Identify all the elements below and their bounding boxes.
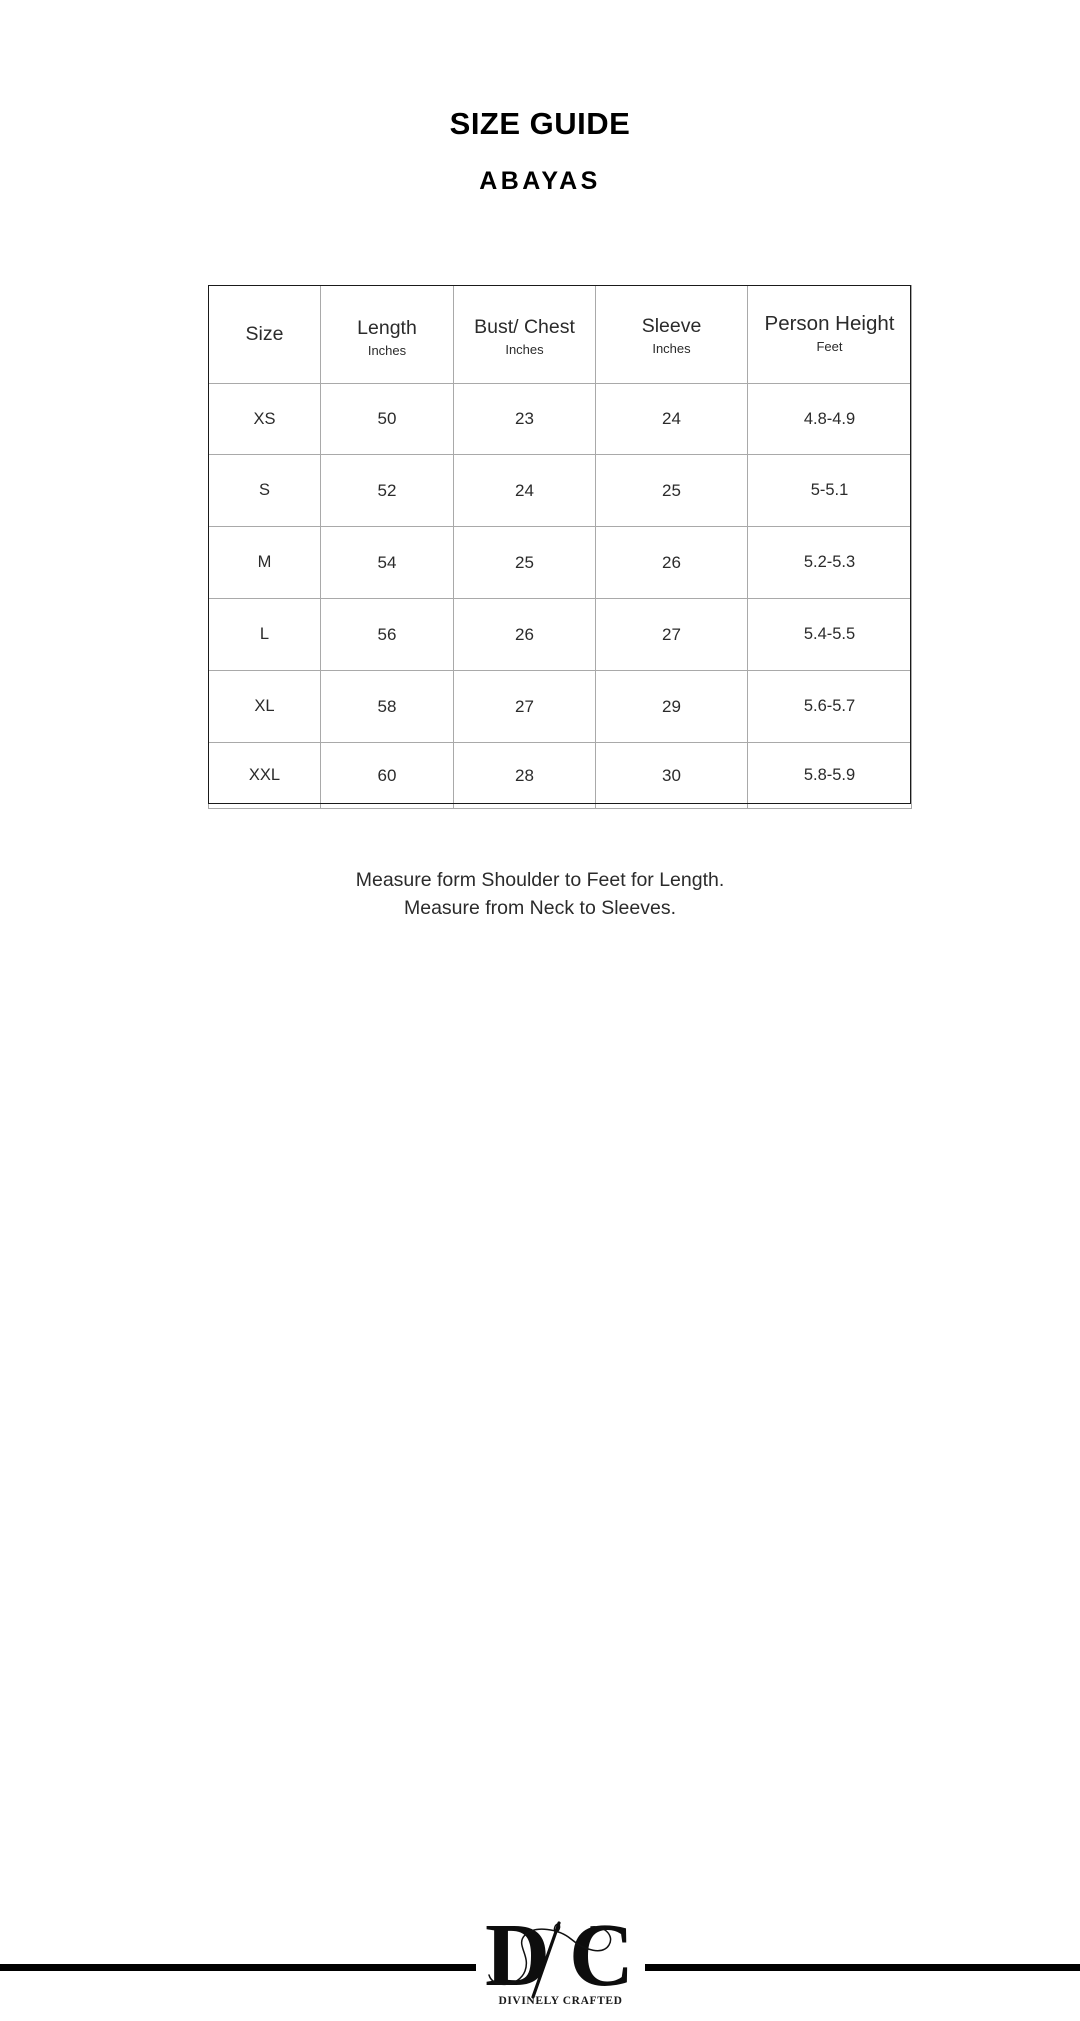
cell-length: 56 — [320, 598, 454, 671]
column-header-person-height-label: Person Height — [764, 311, 895, 335]
column-header-length-unit: Inches — [367, 342, 407, 358]
divider-line-left — [0, 1964, 476, 1971]
column-header-sleeve: Sleeve Inches — [595, 285, 748, 384]
cell-bust: 27 — [453, 670, 596, 743]
cell-sleeve: 24 — [595, 383, 748, 455]
cell-bust: 26 — [453, 598, 596, 671]
cell-bust: 23 — [453, 383, 596, 455]
cell-bust: 25 — [453, 526, 596, 599]
cell-size: L — [208, 598, 321, 671]
cell-height: 4.8-4.9 — [747, 383, 912, 455]
table-row: L 56 26 27 5.4-5.5 — [208, 598, 912, 671]
table-row: M 54 25 26 5.2-5.3 — [208, 526, 912, 599]
column-header-person-height-unit: Feet — [816, 338, 843, 354]
page-subtitle: ABAYAS — [479, 167, 601, 195]
column-header-bust: Bust/ Chest Inches — [453, 285, 596, 384]
cell-bust: 24 — [453, 454, 596, 527]
table-row: XS 50 23 24 4.8-4.9 — [208, 383, 912, 455]
column-header-length: Length Inches — [320, 285, 454, 384]
table-body: XS 50 23 24 4.8-4.9 S 52 24 25 5-5.1 M 5… — [208, 383, 912, 809]
cell-length: 54 — [320, 526, 454, 599]
cell-size: XS — [208, 383, 321, 455]
cell-length: 52 — [320, 454, 454, 527]
measurement-note-line-1: Measure form Shoulder to Feet for Length… — [355, 869, 725, 891]
cell-height: 5.6-5.7 — [747, 670, 912, 743]
column-header-length-label: Length — [357, 316, 417, 339]
column-header-size-label: Size — [245, 323, 284, 345]
table-row: XXL 60 28 30 5.8-5.9 — [208, 742, 912, 809]
cell-length: 60 — [320, 742, 454, 809]
cell-height: 5-5.1 — [747, 454, 912, 527]
cell-sleeve: 30 — [595, 742, 748, 809]
divider-line-right — [645, 1964, 1080, 1971]
column-header-sleeve-unit: Inches — [652, 340, 691, 356]
cell-height: 5.8-5.9 — [747, 742, 912, 809]
column-header-bust-label: Bust/ Chest — [474, 315, 575, 338]
svg-text:D: D — [485, 1913, 550, 1999]
size-guide-table: Size Length Inches Bust/ Chest Inches Sl… — [208, 285, 912, 809]
measurement-notes: Measure form Shoulder to Feet for Length… — [0, 866, 1080, 923]
svg-text:C: C — [569, 1913, 634, 1999]
measurement-note-line-2: Measure from Neck to Sleeves. — [403, 897, 677, 920]
cell-size: M — [208, 526, 321, 599]
cell-size: XL — [208, 670, 321, 743]
page-title: SIZE GUIDE — [449, 106, 631, 141]
column-header-person-height: Person Height Feet — [747, 285, 912, 384]
column-header-sleeve-label: Sleeve — [641, 314, 702, 337]
table-row: XL 58 27 29 5.6-5.7 — [208, 670, 912, 743]
cell-length: 50 — [320, 383, 454, 455]
cell-height: 5.2-5.3 — [747, 526, 912, 599]
cell-size: S — [208, 454, 321, 527]
cell-sleeve: 27 — [595, 598, 748, 671]
cell-size: XXL — [208, 742, 321, 809]
table-header-row: Size Length Inches Bust/ Chest Inches Sl… — [208, 285, 912, 384]
cell-length: 58 — [320, 670, 454, 743]
cell-bust: 28 — [453, 742, 596, 809]
column-header-size: Size — [208, 285, 321, 384]
brand-footer: D C DIVINELY CRAFTED — [0, 955, 1080, 2007]
cell-height: 5.4-5.5 — [747, 598, 912, 671]
brand-logo: D C DIVINELY CRAFTED — [463, 1913, 658, 2021]
table-row: S 52 24 25 5-5.1 — [208, 454, 912, 527]
cell-sleeve: 26 — [595, 526, 748, 599]
brand-tagline: DIVINELY CRAFTED — [498, 1995, 623, 2007]
logo-monogram-icon: D C — [485, 1913, 634, 1999]
column-header-bust-unit: Inches — [505, 341, 544, 357]
cell-sleeve: 29 — [595, 670, 748, 743]
cell-sleeve: 25 — [595, 454, 748, 527]
